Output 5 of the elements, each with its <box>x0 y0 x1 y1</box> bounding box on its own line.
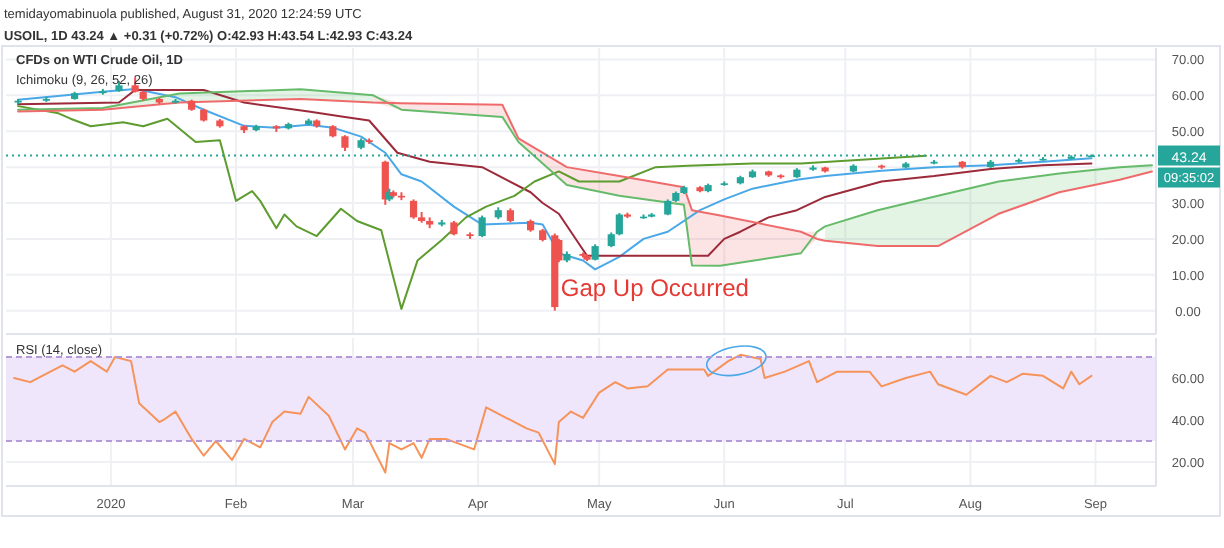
candlestick <box>478 214 486 239</box>
candlestick <box>409 198 418 220</box>
annotation: Gap Up Occurred <box>560 274 749 303</box>
line-series <box>17 105 927 310</box>
line-series <box>13 353 1093 474</box>
